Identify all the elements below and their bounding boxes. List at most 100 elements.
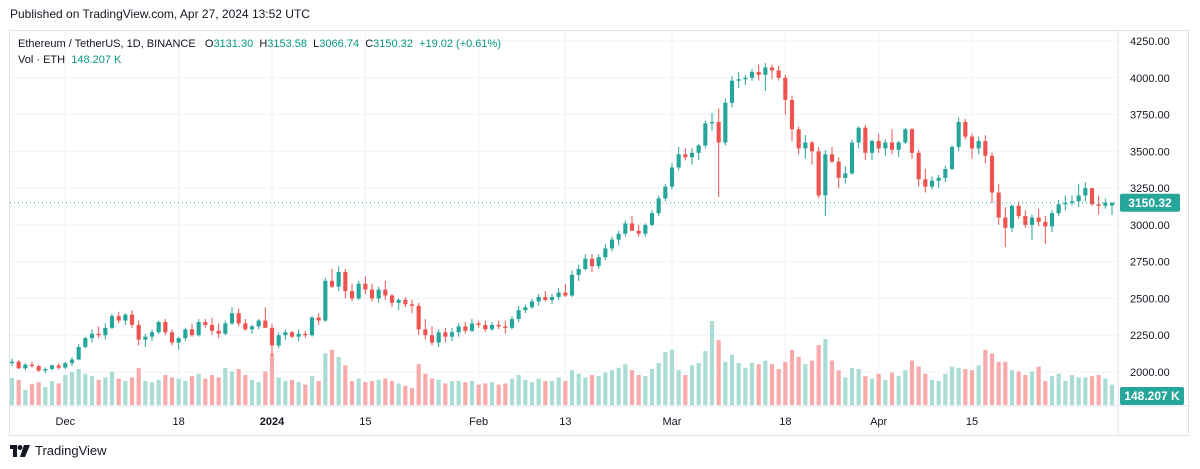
candle[interactable] — [936, 174, 941, 189]
candle[interactable] — [109, 313, 115, 330]
candle[interactable] — [623, 220, 628, 237]
candle[interactable] — [416, 302, 421, 336]
candle[interactable] — [636, 224, 641, 237]
candle[interactable] — [443, 327, 448, 343]
candle[interactable] — [556, 288, 561, 300]
candle[interactable] — [689, 148, 695, 165]
candle[interactable] — [656, 195, 661, 217]
volume-label[interactable]: Vol · ETH — [18, 54, 66, 66]
candle[interactable] — [136, 320, 141, 346]
candle[interactable] — [896, 141, 901, 158]
candle[interactable] — [836, 157, 841, 189]
candle[interactable] — [49, 364, 55, 371]
candle[interactable] — [536, 294, 541, 306]
candle[interactable] — [116, 311, 121, 324]
candle[interactable] — [703, 120, 708, 149]
candle[interactable] — [669, 163, 675, 190]
candle[interactable] — [383, 280, 388, 300]
candle[interactable] — [389, 294, 395, 308]
candle[interactable] — [476, 320, 481, 328]
candle[interactable] — [249, 324, 255, 334]
candle[interactable] — [436, 329, 441, 347]
candle[interactable] — [509, 316, 515, 330]
candle[interactable] — [789, 95, 795, 142]
candle[interactable] — [596, 254, 601, 270]
candle[interactable] — [169, 329, 175, 346]
candle[interactable] — [63, 361, 68, 370]
candle[interactable] — [236, 308, 241, 327]
candle[interactable] — [16, 360, 21, 370]
candle[interactable] — [696, 143, 701, 161]
candle[interactable] — [1103, 198, 1108, 209]
candle[interactable] — [349, 283, 355, 302]
candle[interactable] — [863, 124, 868, 161]
candle[interactable] — [769, 64, 775, 80]
candle[interactable] — [1009, 204, 1015, 233]
candle[interactable] — [283, 329, 288, 340]
candle[interactable] — [343, 269, 348, 299]
candle[interactable] — [1029, 214, 1035, 240]
candle[interactable] — [216, 323, 221, 339]
candle[interactable] — [43, 367, 48, 374]
candle[interactable] — [143, 333, 148, 347]
candle[interactable] — [563, 283, 568, 297]
candle[interactable] — [1023, 210, 1028, 228]
candle[interactable] — [449, 327, 455, 342]
candle[interactable] — [856, 126, 861, 149]
candle[interactable] — [969, 133, 975, 159]
candle[interactable] — [649, 210, 655, 227]
candle[interactable] — [776, 66, 781, 81]
candle[interactable] — [356, 280, 361, 300]
candle[interactable] — [376, 286, 381, 303]
candle[interactable] — [783, 74, 788, 115]
candle[interactable] — [483, 320, 488, 333]
candle[interactable] — [949, 145, 955, 171]
candle[interactable] — [503, 320, 508, 334]
candle[interactable] — [56, 363, 61, 370]
candle[interactable] — [876, 133, 881, 153]
symbol-label[interactable]: Ethereum / TetherUS, 1D, BINANCE — [18, 38, 196, 50]
candle[interactable] — [976, 136, 981, 155]
candle[interactable] — [816, 146, 821, 199]
candle[interactable] — [743, 74, 748, 86]
candle[interactable] — [683, 148, 688, 161]
candle[interactable] — [289, 330, 295, 339]
candle[interactable] — [223, 320, 228, 336]
candle[interactable] — [209, 317, 215, 336]
candle[interactable] — [1043, 216, 1048, 245]
candle[interactable] — [943, 166, 948, 183]
candle[interactable] — [363, 276, 368, 295]
candle[interactable] — [609, 236, 615, 252]
candle[interactable] — [1016, 201, 1021, 220]
candle[interactable] — [916, 149, 921, 187]
candle[interactable] — [629, 216, 635, 231]
candle[interactable] — [543, 291, 548, 302]
candle[interactable] — [809, 141, 815, 165]
candle[interactable] — [1069, 195, 1075, 206]
candle[interactable] — [123, 313, 128, 325]
candle[interactable] — [96, 326, 101, 339]
candle[interactable] — [429, 326, 435, 346]
candle[interactable] — [29, 361, 35, 368]
candle[interactable] — [576, 264, 581, 281]
candle[interactable] — [309, 316, 315, 337]
candle[interactable] — [329, 269, 335, 289]
candle[interactable] — [763, 63, 768, 92]
candle[interactable] — [676, 146, 681, 171]
candle[interactable] — [103, 323, 108, 340]
candle[interactable] — [829, 146, 835, 164]
candle[interactable] — [1096, 195, 1101, 215]
candle[interactable] — [583, 254, 588, 271]
candle[interactable] — [403, 296, 408, 308]
candle[interactable] — [369, 283, 375, 302]
candle[interactable] — [276, 332, 281, 349]
candle[interactable] — [256, 319, 261, 330]
candle[interactable] — [156, 320, 161, 334]
candle[interactable] — [189, 323, 195, 337]
candle[interactable] — [923, 168, 928, 193]
candle[interactable] — [956, 117, 961, 152]
candle[interactable] — [203, 319, 208, 328]
candle[interactable] — [869, 139, 875, 161]
candle[interactable] — [36, 364, 41, 372]
